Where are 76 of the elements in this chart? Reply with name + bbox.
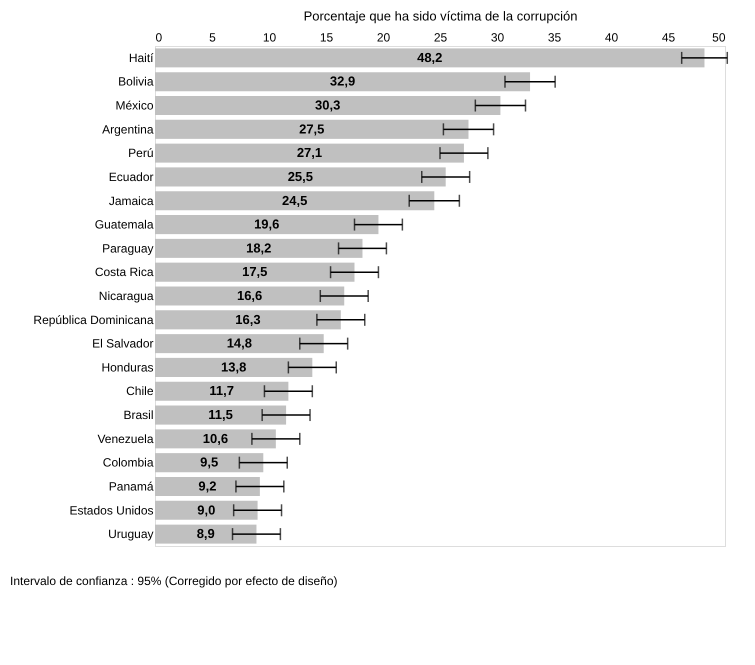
y-tick-label: Guatemala bbox=[94, 218, 154, 232]
bar bbox=[155, 334, 324, 354]
text: Intervalo de confianza : 95% (Corregido por efecto de diseño) bbox=[10, 574, 338, 588]
data-label: 48,2 bbox=[417, 50, 442, 65]
y-tick-label: Ecuador bbox=[108, 170, 154, 184]
y-tick-label: Haití bbox=[128, 50, 154, 65]
data-label: 9,5 bbox=[200, 454, 218, 470]
data-label: 16,6 bbox=[236, 288, 262, 303]
y-tick-label: Panamá bbox=[108, 479, 154, 494]
data-label: 27,1 bbox=[296, 145, 322, 160]
bar bbox=[155, 167, 446, 186]
data-label: 32,9 bbox=[330, 74, 356, 89]
y-tick-label: República Dominicana bbox=[33, 312, 154, 327]
x-tick-label: 20 bbox=[376, 30, 390, 44]
y-tick-label: México bbox=[115, 98, 154, 113]
y-tick-label: El Salvador bbox=[92, 336, 154, 351]
data-label: 30,3 bbox=[315, 98, 340, 113]
bar bbox=[155, 48, 704, 68]
data-label: 9,2 bbox=[198, 478, 216, 494]
bar bbox=[155, 215, 378, 234]
data-label: 25,5 bbox=[288, 168, 314, 184]
bar bbox=[155, 453, 264, 472]
y-tick-label: Brasil bbox=[123, 408, 154, 422]
bar bbox=[155, 72, 530, 92]
x-tick-label: 5 bbox=[209, 30, 216, 44]
y-tick-label: Perú bbox=[128, 146, 154, 160]
bar bbox=[155, 476, 260, 496]
bar bbox=[155, 262, 354, 282]
bar bbox=[155, 524, 256, 544]
y-tick-label: Nicaragua bbox=[98, 289, 154, 303]
y-tick-label: Costa Rica bbox=[94, 265, 154, 280]
y-tick-label: Honduras bbox=[101, 360, 154, 374]
data-label: 13,8 bbox=[221, 359, 246, 374]
data-label: 10,6 bbox=[202, 430, 228, 446]
data-label: 16,3 bbox=[235, 312, 261, 327]
bar bbox=[155, 286, 344, 306]
data-label: 11,5 bbox=[208, 407, 233, 422]
bar bbox=[155, 429, 276, 448]
x-tick-label: 35 bbox=[548, 30, 562, 44]
x-tick-label: 30 bbox=[490, 30, 504, 44]
y-tick-label: Uruguay bbox=[108, 527, 154, 542]
y-tick-label: Venezuela bbox=[97, 432, 154, 446]
y-tick-label: Bolivia bbox=[118, 74, 154, 89]
bar bbox=[155, 382, 288, 401]
data-label: 27,5 bbox=[299, 121, 324, 136]
bar bbox=[155, 144, 464, 163]
y-tick-label: Chile bbox=[126, 384, 154, 398]
data-label: 14,8 bbox=[226, 336, 252, 351]
bar bbox=[155, 96, 500, 116]
data-label: 24,5 bbox=[282, 192, 308, 208]
bar bbox=[155, 500, 258, 520]
y-tick-label: Argentina bbox=[102, 122, 154, 136]
data-label: 19,6 bbox=[254, 216, 280, 232]
bar bbox=[155, 238, 362, 258]
bar bbox=[155, 120, 468, 139]
y-tick-label: Paraguay bbox=[102, 241, 154, 256]
data-label: 9,0 bbox=[197, 502, 216, 518]
x-tick-label: 45 bbox=[662, 30, 676, 44]
x-axis-title: Porcentaje que ha sido víctima de la corrupción bbox=[304, 8, 578, 24]
data-label: 8,9 bbox=[196, 526, 215, 542]
x-tick-label: 40 bbox=[604, 30, 618, 44]
bar bbox=[155, 358, 312, 377]
y-tick-label: Jamaica bbox=[108, 194, 154, 208]
x-tick-label: 25 bbox=[434, 30, 448, 44]
x-tick-label: 15 bbox=[320, 30, 334, 44]
data-label: 11,7 bbox=[209, 383, 234, 398]
x-tick-label: 0 bbox=[156, 30, 162, 44]
data-label: 17,5 bbox=[242, 264, 268, 280]
data-label: 18,2 bbox=[246, 240, 272, 256]
x-tick-label: 10 bbox=[262, 30, 276, 44]
y-tick-label: Colombia bbox=[102, 456, 154, 470]
bar bbox=[155, 191, 434, 210]
bar bbox=[155, 310, 341, 330]
bar bbox=[155, 406, 286, 425]
x-tick-label: 50 bbox=[712, 30, 726, 44]
y-tick-label: Estados Unidos bbox=[69, 503, 154, 518]
